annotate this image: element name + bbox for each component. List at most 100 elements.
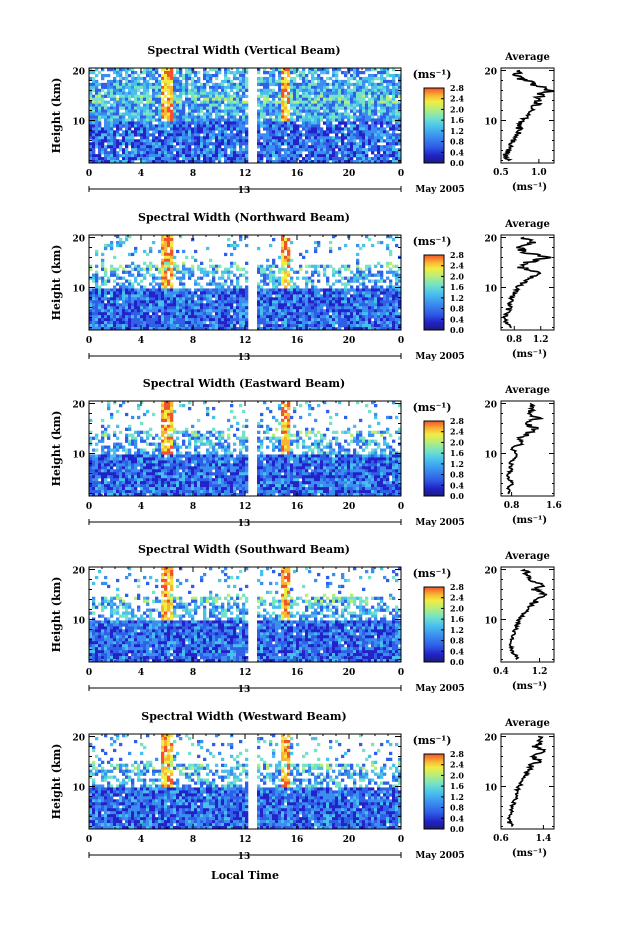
- heatmap-cell: [260, 145, 264, 149]
- heatmap-cell: [314, 94, 318, 98]
- heatmap-cell: [299, 82, 303, 87]
- heatmap-cell: [131, 306, 135, 310]
- heatmap-cell: [287, 237, 291, 242]
- heatmap-cell: [173, 118, 177, 122]
- heatmap-cell: [230, 130, 234, 134]
- heatmap-cell: [281, 68, 285, 72]
- heatmap-cell: [149, 109, 153, 113]
- heatmap-cell: [152, 112, 156, 116]
- heatmap-cell: [335, 306, 339, 310]
- heatmap-cell: [176, 249, 180, 254]
- heatmap-cell: [230, 136, 234, 140]
- heatmap-cell: [332, 318, 336, 322]
- heatmap-cell: [383, 297, 387, 301]
- heatmap-cell: [242, 109, 246, 113]
- heatmap-cell: [299, 300, 303, 304]
- heatmap-cell: [233, 243, 237, 248]
- heatmap-cell: [146, 79, 150, 84]
- heatmap-cell: [155, 136, 159, 140]
- heatmap-cell: [290, 315, 294, 319]
- heatmap-cell: [350, 318, 354, 322]
- heatmap-cell: [164, 73, 168, 78]
- heatmap-cell: [110, 103, 114, 107]
- heatmap-cell: [194, 312, 198, 316]
- heatmap-cell: [380, 133, 384, 137]
- heatmap-cell: [155, 154, 159, 158]
- heatmap-cell: [344, 73, 348, 78]
- heatmap-cell: [368, 127, 372, 131]
- heatmap-cell: [371, 118, 375, 122]
- heatmap-cell: [296, 136, 300, 140]
- heatmap-cell: [107, 145, 111, 149]
- heatmap-cell: [101, 151, 105, 155]
- heatmap-cell: [110, 157, 114, 161]
- heatmap-cell: [98, 291, 102, 295]
- heatmap-cell: [212, 303, 216, 307]
- heatmap-cell: [218, 142, 222, 146]
- heatmap-cell: [128, 235, 132, 239]
- heatmap-cell: [182, 88, 186, 93]
- heatmap-cell: [293, 297, 297, 301]
- heatmap-cell: [179, 276, 183, 280]
- heatmap-cell: [200, 91, 204, 96]
- heatmap-cell: [290, 112, 294, 116]
- heatmap-cell: [272, 103, 276, 107]
- heatmap-cell: [119, 85, 123, 90]
- heatmap-cell: [92, 88, 96, 93]
- heatmap-cell: [212, 160, 216, 164]
- heatmap-cell: [143, 276, 147, 280]
- heatmap-cell: [308, 297, 312, 301]
- heatmap-cell: [146, 145, 150, 149]
- heatmap-cell: [398, 109, 402, 113]
- heatmap-cell: [305, 270, 309, 274]
- heatmap-cell: [395, 243, 399, 248]
- heatmap-cell: [182, 157, 186, 161]
- heatmap-cell: [101, 139, 105, 143]
- heatmap-cell: [341, 100, 345, 104]
- heatmap-cell: [98, 136, 102, 140]
- heatmap-cell: [191, 115, 195, 119]
- heatmap-cell: [164, 312, 168, 316]
- heatmap-cell: [236, 76, 240, 81]
- heatmap-cell: [236, 70, 240, 75]
- heatmap-cell: [341, 103, 345, 107]
- heatmap-cell: [314, 88, 318, 93]
- heatmap-cell: [257, 294, 261, 298]
- heatmap-cell: [185, 303, 189, 307]
- heatmap-cell: [395, 142, 399, 146]
- heatmap-cell: [140, 154, 144, 158]
- heatmap-cell: [278, 306, 282, 310]
- heatmap-cell: [323, 130, 327, 134]
- heatmap-cell: [242, 160, 246, 164]
- heatmap-cell: [167, 82, 171, 87]
- heatmap-cell: [134, 115, 138, 119]
- heatmap-cell: [149, 282, 153, 286]
- heatmap-cell: [152, 94, 156, 98]
- heatmap-cell: [89, 82, 93, 87]
- heatmap-cell: [110, 68, 114, 72]
- heatmap-cell: [245, 324, 249, 328]
- heatmap-cell: [353, 142, 357, 146]
- heatmap-cell: [158, 88, 162, 93]
- heatmap-cell: [257, 79, 261, 84]
- heatmap-cell: [239, 124, 243, 128]
- heatmap-cell: [242, 106, 246, 110]
- heatmap-cell: [239, 273, 243, 277]
- heatmap-cell: [329, 82, 333, 87]
- heatmap-cell: [365, 160, 369, 164]
- heatmap-cell: [266, 306, 270, 310]
- heatmap-cell: [341, 121, 345, 125]
- heatmap-cell: [326, 136, 330, 140]
- heatmap-cell: [350, 76, 354, 81]
- heatmap-cell: [161, 109, 165, 113]
- heatmap-cell: [122, 68, 126, 72]
- heatmap-cell: [230, 148, 234, 152]
- heatmap-cell: [134, 124, 138, 128]
- heatmap-cell: [308, 324, 312, 328]
- heatmap-cell: [101, 76, 105, 81]
- heatmap-cell: [224, 91, 228, 96]
- heatmap-cell: [206, 291, 210, 295]
- heatmap-cell: [296, 130, 300, 134]
- heatmap-cell: [236, 157, 240, 161]
- heatmap-cell: [179, 297, 183, 301]
